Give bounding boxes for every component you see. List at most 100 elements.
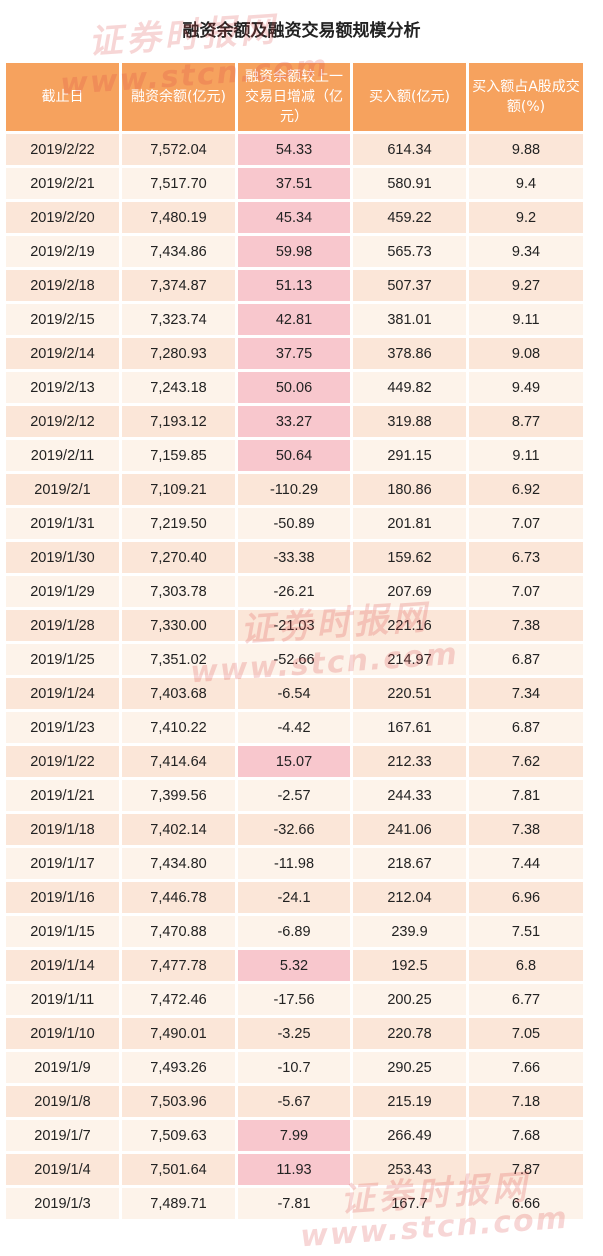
cell-financing-balance: 7,280.93 [122, 338, 235, 369]
table-row: 2019/1/29 7,303.78 -26.21 207.69 7.07 [6, 576, 583, 607]
table-row: 2019/1/25 7,351.02 -52.66 214.97 6.87 [6, 644, 583, 675]
cell-buy-share: 9.49 [469, 372, 583, 403]
cell-buy-share: 6.73 [469, 542, 583, 573]
cell-buy-amount: 159.62 [353, 542, 466, 573]
table-row: 2019/1/17 7,434.80 -11.98 218.67 7.44 [6, 848, 583, 879]
cell-date: 2019/1/25 [6, 644, 119, 675]
cell-financing-balance: 7,472.46 [122, 984, 235, 1015]
cell-balance-change: 50.64 [238, 440, 350, 471]
cell-balance-change: -17.56 [238, 984, 350, 1015]
table-header-row: 截止日 融资余额(亿元) 融资余额较上一交易日增减（亿元） 买入额(亿元) 买入… [6, 63, 583, 131]
cell-buy-share: 6.87 [469, 644, 583, 675]
cell-financing-balance: 7,446.78 [122, 882, 235, 913]
cell-balance-change: -10.7 [238, 1052, 350, 1083]
cell-date: 2019/1/29 [6, 576, 119, 607]
cell-buy-amount: 319.88 [353, 406, 466, 437]
cell-date: 2019/1/22 [6, 746, 119, 777]
cell-date: 2019/1/24 [6, 678, 119, 709]
cell-balance-change: 7.99 [238, 1120, 350, 1151]
cell-date: 2019/2/22 [6, 134, 119, 165]
cell-financing-balance: 7,489.71 [122, 1188, 235, 1219]
cell-balance-change: -110.29 [238, 474, 350, 505]
table-row: 2019/1/8 7,503.96 -5.67 215.19 7.18 [6, 1086, 583, 1117]
table-row: 2019/2/22 7,572.04 54.33 614.34 9.88 [6, 134, 583, 165]
cell-date: 2019/2/11 [6, 440, 119, 471]
cell-buy-amount: 212.04 [353, 882, 466, 913]
cell-buy-share: 9.11 [469, 440, 583, 471]
cell-date: 2019/1/10 [6, 1018, 119, 1049]
cell-buy-share: 7.07 [469, 508, 583, 539]
table-row: 2019/2/11 7,159.85 50.64 291.15 9.11 [6, 440, 583, 471]
cell-date: 2019/1/9 [6, 1052, 119, 1083]
cell-financing-balance: 7,351.02 [122, 644, 235, 675]
cell-financing-balance: 7,330.00 [122, 610, 235, 641]
cell-balance-change: 37.51 [238, 168, 350, 199]
cell-balance-change: 54.33 [238, 134, 350, 165]
cell-date: 2019/2/13 [6, 372, 119, 403]
page-title: 融资余额及融资交易额规模分析 [182, 21, 421, 41]
cell-balance-change: 37.75 [238, 338, 350, 369]
cell-date: 2019/1/30 [6, 542, 119, 573]
cell-financing-balance: 7,243.18 [122, 372, 235, 403]
cell-financing-balance: 7,470.88 [122, 916, 235, 947]
cell-buy-share: 7.18 [469, 1086, 583, 1117]
cell-financing-balance: 7,480.19 [122, 202, 235, 233]
cell-date: 2019/1/17 [6, 848, 119, 879]
cell-buy-amount: 266.49 [353, 1120, 466, 1151]
cell-buy-amount: 291.15 [353, 440, 466, 471]
cell-date: 2019/1/16 [6, 882, 119, 913]
cell-balance-change: 45.34 [238, 202, 350, 233]
cell-buy-amount: 459.22 [353, 202, 466, 233]
cell-balance-change: -33.38 [238, 542, 350, 573]
cell-buy-share: 7.51 [469, 916, 583, 947]
cell-buy-amount: 212.33 [353, 746, 466, 777]
table-row: 2019/2/13 7,243.18 50.06 449.82 9.49 [6, 372, 583, 403]
cell-financing-balance: 7,434.80 [122, 848, 235, 879]
cell-financing-balance: 7,159.85 [122, 440, 235, 471]
cell-buy-share: 9.11 [469, 304, 583, 335]
cell-financing-balance: 7,219.50 [122, 508, 235, 539]
header-financing-balance: 融资余额(亿元) [122, 63, 235, 131]
table-row: 2019/1/24 7,403.68 -6.54 220.51 7.34 [6, 678, 583, 709]
cell-buy-share: 6.92 [469, 474, 583, 505]
table-row: 2019/1/28 7,330.00 -21.03 221.16 7.38 [6, 610, 583, 641]
table-body: 2019/2/22 7,572.04 54.33 614.34 9.88 2019/2/2… [6, 134, 583, 1219]
cell-buy-share: 7.34 [469, 678, 583, 709]
cell-financing-balance: 7,193.12 [122, 406, 235, 437]
cell-buy-amount: 207.69 [353, 576, 466, 607]
table-row: 2019/1/14 7,477.78 5.32 192.5 6.8 [6, 950, 583, 981]
cell-balance-change: 15.07 [238, 746, 350, 777]
cell-date: 2019/2/1 [6, 474, 119, 505]
cell-buy-share: 7.62 [469, 746, 583, 777]
table-row: 2019/1/23 7,410.22 -4.42 167.61 6.87 [6, 712, 583, 743]
cell-date: 2019/2/21 [6, 168, 119, 199]
header-buy-amount: 买入额(亿元) [353, 63, 466, 131]
table-row: 2019/2/15 7,323.74 42.81 381.01 9.11 [6, 304, 583, 335]
cell-buy-amount: 215.19 [353, 1086, 466, 1117]
cell-buy-amount: 218.67 [353, 848, 466, 879]
cell-financing-balance: 7,109.21 [122, 474, 235, 505]
cell-balance-change: -52.66 [238, 644, 350, 675]
cell-buy-share: 6.87 [469, 712, 583, 743]
cell-buy-amount: 220.78 [353, 1018, 466, 1049]
table-row: 2019/2/18 7,374.87 51.13 507.37 9.27 [6, 270, 583, 301]
cell-buy-share: 6.96 [469, 882, 583, 913]
cell-buy-share: 9.2 [469, 202, 583, 233]
cell-financing-balance: 7,572.04 [122, 134, 235, 165]
cell-buy-amount: 565.73 [353, 236, 466, 267]
cell-buy-share: 7.68 [469, 1120, 583, 1151]
cell-balance-change: -11.98 [238, 848, 350, 879]
table-row: 2019/1/11 7,472.46 -17.56 200.25 6.77 [6, 984, 583, 1015]
cell-financing-balance: 7,374.87 [122, 270, 235, 301]
cell-balance-change: -50.89 [238, 508, 350, 539]
cell-balance-change: -32.66 [238, 814, 350, 845]
cell-financing-balance: 7,410.22 [122, 712, 235, 743]
cell-balance-change: 51.13 [238, 270, 350, 301]
cell-balance-change: -6.89 [238, 916, 350, 947]
cell-buy-share: 7.38 [469, 814, 583, 845]
cell-buy-amount: 220.51 [353, 678, 466, 709]
cell-buy-amount: 201.81 [353, 508, 466, 539]
cell-balance-change: -4.42 [238, 712, 350, 743]
cell-financing-balance: 7,323.74 [122, 304, 235, 335]
cell-financing-balance: 7,493.26 [122, 1052, 235, 1083]
